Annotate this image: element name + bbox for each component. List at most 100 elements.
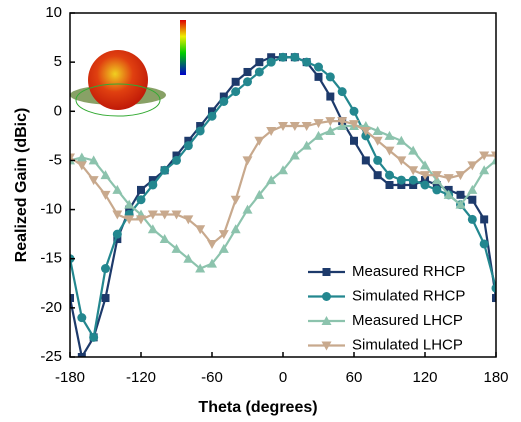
marker (231, 77, 240, 86)
marker (242, 204, 253, 214)
y-tick-label: -25 (40, 348, 62, 365)
marker (456, 190, 465, 199)
marker (195, 225, 206, 235)
marker (148, 180, 158, 190)
x-axis-title: Theta (degrees) (198, 399, 317, 416)
marker (326, 92, 335, 101)
marker (254, 136, 265, 146)
marker (360, 126, 371, 136)
marker (207, 111, 217, 121)
x-tick-label: -180 (55, 369, 85, 386)
legend-label: Simulated LHCP (352, 336, 463, 353)
marker (289, 122, 300, 132)
marker (278, 122, 288, 132)
marker (266, 175, 277, 185)
marker (76, 161, 87, 171)
marker (397, 181, 406, 189)
marker (431, 171, 442, 181)
marker (171, 243, 182, 253)
marker (302, 57, 312, 67)
marker (124, 215, 135, 225)
marker (325, 125, 336, 135)
marker (455, 171, 466, 181)
y-tick-label: 5 (54, 53, 62, 70)
marker (350, 136, 358, 145)
marker (100, 170, 111, 180)
marker (467, 214, 477, 224)
marker (242, 156, 253, 166)
marker (77, 353, 86, 357)
marker (219, 92, 228, 101)
marker (148, 176, 157, 185)
marker (479, 239, 489, 249)
marker (321, 316, 332, 325)
marker (100, 190, 111, 200)
marker (243, 67, 252, 76)
marker (385, 170, 394, 180)
marker (372, 136, 383, 146)
marker (172, 151, 181, 160)
legend-label: Measured RHCP (352, 263, 465, 280)
x-tick-label: -60 (201, 369, 223, 386)
marker (396, 175, 406, 185)
inset-pattern (70, 20, 186, 117)
y-tick-label: -15 (40, 250, 62, 267)
marker (408, 175, 418, 185)
marker (137, 185, 145, 194)
marker (480, 215, 489, 224)
marker (231, 87, 241, 97)
marker (420, 160, 430, 170)
marker (396, 156, 407, 166)
marker (113, 235, 122, 244)
marker (349, 106, 359, 116)
marker (384, 130, 395, 140)
marker (290, 52, 300, 62)
marker (112, 210, 123, 220)
y-tick-label: -5 (49, 151, 62, 168)
marker (147, 210, 158, 220)
marker (183, 141, 193, 151)
marker (88, 155, 99, 165)
marker (420, 180, 430, 190)
marker (467, 161, 478, 171)
marker (208, 107, 216, 116)
marker (468, 195, 477, 204)
marker (337, 117, 348, 127)
marker (337, 87, 347, 97)
marker (207, 258, 217, 268)
marker (266, 126, 277, 136)
marker (467, 184, 478, 194)
marker (373, 155, 383, 165)
marker (432, 185, 442, 195)
marker (491, 283, 496, 293)
marker (159, 234, 170, 244)
marker (408, 166, 419, 176)
marker (196, 122, 205, 131)
marker (361, 156, 370, 165)
marker (372, 125, 383, 135)
marker (432, 181, 441, 189)
marker (230, 224, 241, 234)
legend-label: Measured LHCP (352, 312, 463, 329)
marker (101, 294, 110, 303)
marker (322, 292, 331, 301)
marker (314, 62, 323, 72)
x-tick-label: 180 (483, 369, 508, 386)
marker (124, 199, 135, 209)
marker (325, 72, 335, 82)
marker (207, 239, 217, 249)
marker (266, 57, 276, 67)
marker (313, 130, 324, 140)
plot-area (70, 52, 496, 357)
legend-label: Simulated RHCP (352, 287, 465, 304)
marker (255, 58, 264, 67)
marker (195, 126, 205, 136)
marker (313, 119, 324, 129)
marker (147, 224, 158, 234)
marker (76, 152, 87, 162)
x-tick-label: 60 (346, 369, 363, 386)
series-line (70, 124, 496, 270)
y-axis-title: Realized Gain (dBic) (13, 108, 30, 263)
marker (184, 136, 193, 145)
marker (218, 230, 229, 240)
